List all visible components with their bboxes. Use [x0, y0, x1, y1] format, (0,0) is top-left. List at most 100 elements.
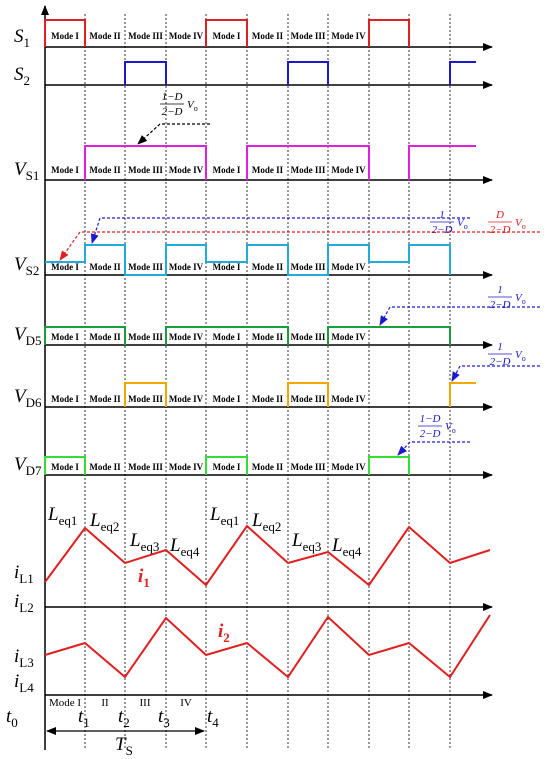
symbol-main: V [14, 324, 28, 345]
frac-den: 2−D [420, 428, 441, 440]
pulse [124, 61, 167, 85]
frac-num: 1 [497, 284, 503, 296]
mode-label: IV [180, 697, 192, 709]
pulse [205, 456, 248, 475]
symbol-main: i [14, 591, 19, 612]
mode-label: Mode III [291, 165, 326, 175]
symbol-sub: eq4 [181, 544, 200, 559]
pulse [44, 326, 126, 345]
symbol-label: S1 [14, 26, 30, 50]
annotation-arrow [397, 441, 470, 456]
symbol-main: V [14, 159, 28, 180]
mode-label: Mode II [89, 394, 121, 404]
mode-label: Mode II [89, 165, 121, 175]
symbol-main: V [14, 386, 28, 407]
symbol-sub: 1 [83, 715, 90, 730]
annotation-arrow [379, 306, 540, 326]
mode-label: Mode III [128, 165, 163, 175]
symbol-main: S [14, 64, 24, 85]
symbol-main: i [218, 621, 224, 642]
vs2-wave [45, 244, 451, 276]
symbol-sub: L1 [19, 571, 33, 586]
current-wave [44, 524, 491, 587]
symbol-sub: 2 [123, 715, 130, 730]
symbol-sub: L3 [19, 655, 33, 670]
frac-den: 2−D [162, 106, 183, 118]
var-sub: o [194, 104, 198, 113]
pulse [368, 456, 410, 475]
mode-label: Mode II [89, 332, 121, 342]
symbol-label: S2 [14, 64, 30, 88]
symbol-sub: D7 [26, 463, 42, 478]
mode-label: Mode IV [169, 394, 204, 404]
mode-label: II [101, 697, 109, 709]
symbol-label: VS1 [14, 159, 39, 183]
mode-label: Mode I [51, 262, 79, 272]
mode-label: Mode I [213, 462, 241, 472]
symbol-sub: L4 [19, 680, 34, 695]
mode-label: Mode III [128, 262, 163, 272]
symbol-sub: L2 [19, 600, 33, 615]
symbol-label: t1 [78, 706, 90, 730]
symbol-sub: 1 [143, 575, 150, 590]
mode-label: Mode II [252, 165, 284, 175]
symbol-sub: 2 [24, 73, 31, 88]
frac-var: Vo [187, 99, 198, 113]
mode-label: Mode II [89, 31, 121, 41]
mode-label: Mode II [252, 332, 284, 342]
var-main: V [445, 421, 453, 433]
mode-label: Mode IV [169, 462, 204, 472]
var-sub: o [522, 222, 526, 231]
pulse [44, 19, 86, 47]
symbol-sub: 2 [223, 630, 230, 645]
symbol-sub: 4 [212, 715, 219, 730]
symbol-label: VS2 [14, 254, 39, 278]
symbol-label: VD7 [14, 454, 42, 478]
symbol-sub: 3 [163, 715, 170, 730]
mode-label: Mode III [128, 462, 163, 472]
symbol-label: Leq2 [89, 510, 119, 534]
mode-label: Mode I [51, 462, 79, 472]
mode-label: Mode IV [331, 394, 366, 404]
symbol-label: TS [115, 734, 133, 758]
symbol-main: t [6, 706, 12, 727]
symbol-sub: 0 [11, 715, 18, 730]
symbol-main: L [291, 530, 303, 551]
mode-label: Mode IV [169, 165, 204, 175]
symbol-main: L [251, 510, 263, 531]
pulse [44, 456, 86, 475]
symbol-sub: eq3 [303, 539, 322, 554]
mode-label: Mode II [252, 262, 284, 272]
symbol-main: L [47, 504, 59, 525]
mode-label: Mode I [213, 332, 241, 342]
symbol-main: t [78, 706, 84, 727]
pulse [449, 382, 476, 407]
mode-label: Mode IV [331, 332, 366, 342]
pulse [124, 382, 167, 407]
symbol-sub: S [126, 743, 133, 758]
frac-num: 1 [497, 341, 503, 353]
mode-label: III [140, 697, 151, 709]
symbol-sub: eq2 [263, 519, 282, 534]
symbol-main: S [14, 26, 24, 47]
mode-label: Mode III [128, 332, 163, 342]
mode-label: Mode II [252, 462, 284, 472]
symbol-sub: eq1 [221, 513, 240, 528]
mode-label: Mode III [128, 394, 163, 404]
symbol-sub: S1 [26, 168, 40, 183]
pulse [368, 19, 410, 47]
frac-num: 1 [439, 209, 445, 221]
symbol-sub: D5 [26, 333, 42, 348]
mode-label: Mode IV [169, 31, 204, 41]
pulse [327, 326, 451, 345]
symbol-main: i [14, 646, 19, 667]
symbol-main: L [169, 535, 181, 556]
current-wave [44, 614, 491, 679]
mode-label: Mode IV [169, 332, 204, 342]
symbol-main: L [89, 510, 101, 531]
symbol-main: V [14, 454, 28, 475]
var-sub: o [522, 297, 526, 306]
symbol-sub: D6 [26, 395, 42, 410]
frac-var: Vo [457, 217, 468, 231]
